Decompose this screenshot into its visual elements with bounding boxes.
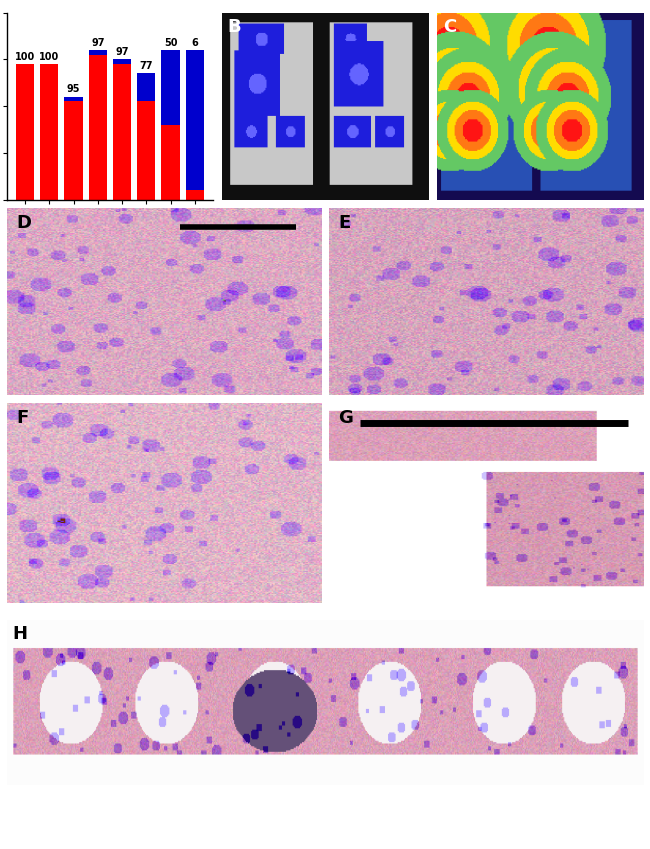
Text: 97: 97	[115, 47, 129, 57]
Text: F: F	[16, 409, 28, 427]
Bar	[161, 125, 179, 200]
Text: E: E	[339, 214, 350, 232]
Bar	[64, 102, 83, 200]
Bar	[137, 102, 155, 200]
Bar	[161, 50, 179, 125]
Text: 77: 77	[140, 61, 153, 71]
Bar	[88, 50, 107, 54]
Text: 95: 95	[67, 84, 80, 94]
Text: H: H	[13, 625, 28, 643]
Bar	[137, 74, 155, 102]
Text: 97: 97	[91, 37, 105, 48]
Bar	[40, 65, 58, 200]
Text: G: G	[339, 409, 353, 427]
Text: C: C	[443, 19, 456, 37]
Text: 6: 6	[192, 37, 198, 48]
Bar	[16, 65, 34, 200]
Text: 50: 50	[164, 37, 177, 48]
Bar	[186, 190, 204, 200]
Bar	[113, 65, 131, 200]
Text: 100: 100	[15, 52, 35, 62]
Text: D: D	[16, 214, 31, 232]
Bar	[113, 59, 131, 65]
Text: B: B	[227, 19, 241, 37]
Bar	[186, 50, 204, 190]
Bar	[64, 97, 83, 102]
Bar	[88, 54, 107, 200]
Text: 100: 100	[39, 52, 59, 62]
